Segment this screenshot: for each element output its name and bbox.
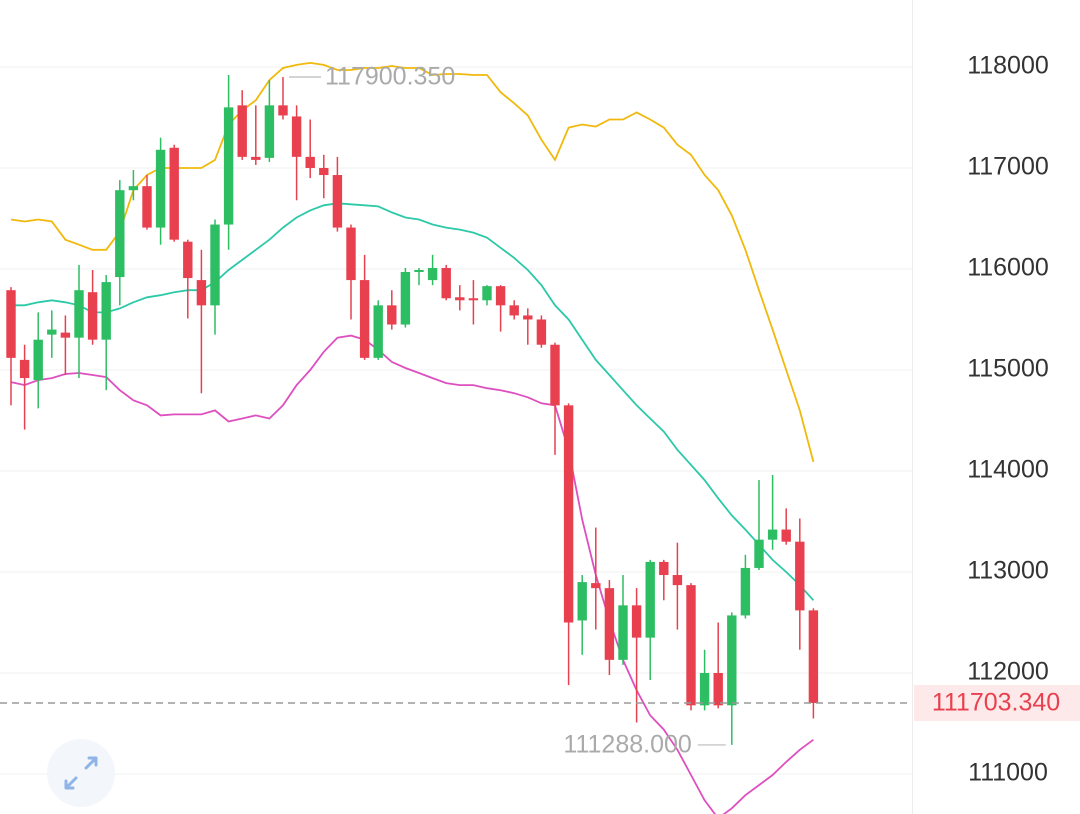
candle-body	[645, 561, 655, 638]
candle-body	[251, 156, 261, 160]
candle-body	[128, 186, 139, 191]
candle-body	[727, 615, 737, 706]
candle-body	[33, 339, 43, 381]
candle-body	[740, 567, 751, 616]
y-tick-label: 112000	[967, 658, 1049, 686]
y-axis: 111000 112000 113000 114000 115000 116000 1170…	[967, 52, 1049, 787]
y-tick-label: 115000	[967, 355, 1049, 383]
candle-body	[387, 305, 397, 325]
candle-body	[237, 105, 247, 157]
candle-body	[319, 167, 329, 176]
candle-body	[332, 175, 343, 228]
candle-body	[183, 241, 193, 279]
candle-body	[142, 186, 152, 228]
band-line	[10, 334, 814, 814]
candle-body	[713, 672, 723, 706]
candle-body	[196, 280, 207, 306]
candle-body	[767, 529, 778, 540]
candle-body	[155, 149, 166, 228]
candle-body	[563, 405, 574, 623]
candle-body	[468, 298, 479, 301]
candle-body	[101, 282, 111, 340]
y-tick-label: 117000	[967, 153, 1049, 181]
candle-body	[781, 529, 791, 542]
candle-body	[795, 541, 805, 611]
annotation-label: 111288.000	[563, 731, 691, 759]
candle-body	[455, 297, 465, 301]
plot-area	[6, 61, 819, 814]
candle-body	[672, 575, 683, 586]
last-price-badge	[914, 684, 1080, 721]
candle-body	[223, 107, 234, 225]
candle-body	[47, 329, 57, 335]
candle-body	[509, 305, 519, 316]
candle-body	[414, 269, 424, 273]
candle-body	[699, 672, 710, 706]
candle-body	[210, 224, 220, 306]
y-tick-label: 118000	[967, 52, 1049, 80]
candle-body	[441, 267, 451, 299]
candle-body	[264, 105, 275, 158]
candle-body	[536, 319, 547, 345]
candle-body	[482, 286, 492, 301]
y-tick-label: 113000	[967, 557, 1049, 585]
candle-body	[400, 272, 411, 325]
band-line	[10, 61, 815, 463]
candle-body	[659, 561, 669, 576]
candle-body	[577, 582, 587, 621]
candle-body	[686, 585, 696, 706]
band-line	[11, 202, 815, 601]
candle-body	[550, 344, 560, 406]
candle-body	[427, 267, 438, 281]
candle-body	[291, 116, 302, 157]
candle-body	[618, 605, 628, 660]
candle-body	[591, 583, 601, 589]
y-tick-label: 111000	[968, 759, 1048, 787]
candle-body	[808, 610, 819, 703]
candle-body	[305, 156, 315, 168]
candle-body	[359, 280, 370, 358]
candle-body	[604, 588, 615, 660]
candle-body	[169, 147, 179, 240]
candle-body	[631, 605, 642, 638]
y-tick-label: 114000	[967, 456, 1049, 484]
candle-body	[74, 290, 84, 338]
annotation-label: 117900.350	[325, 63, 455, 91]
candle-body	[60, 332, 71, 338]
candle-body	[115, 190, 125, 278]
candle-body	[6, 290, 16, 358]
candle-body	[495, 286, 506, 306]
candle-body	[523, 315, 533, 320]
last-price-label: 111703.340	[932, 689, 1060, 717]
candle-body	[278, 105, 288, 116]
expand-button[interactable]	[47, 739, 115, 807]
candle-body	[87, 292, 98, 340]
y-tick-label: 116000	[967, 254, 1049, 282]
candle-body	[373, 305, 383, 358]
candle-body	[754, 539, 764, 568]
candle-body	[19, 359, 30, 379]
candle-body	[346, 227, 356, 281]
grid	[0, 66, 912, 775]
